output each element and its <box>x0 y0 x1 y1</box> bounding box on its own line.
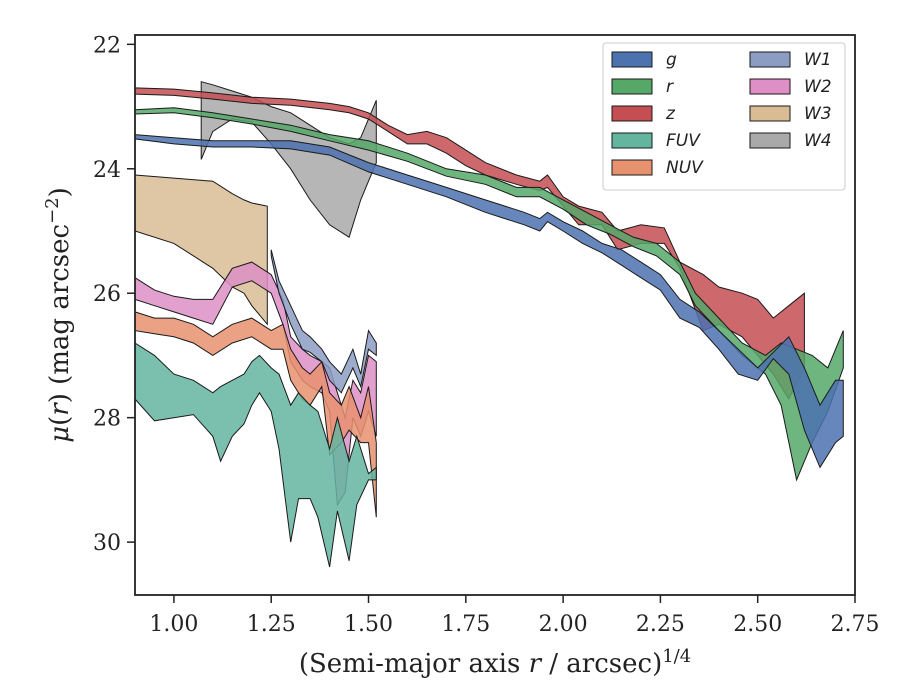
y-axis-label: μ(r) (mag arcsec−2) <box>42 187 75 443</box>
legend-swatch-w4 <box>749 132 791 149</box>
series-band-nuv <box>134 311 377 518</box>
series-layer <box>134 81 844 568</box>
legend-label-w1: W1 <box>804 50 832 70</box>
legend: grz FUV NUV W1 W2 W3 W4 <box>602 42 846 191</box>
x-tick-label: 1.50 <box>344 612 393 637</box>
y-tick-label: 30 <box>93 531 121 556</box>
y-tick-label: 24 <box>93 158 121 183</box>
legend-label-fuv: FUV <box>666 131 701 151</box>
y-tick-label: 22 <box>93 33 121 58</box>
legend-swatch-z <box>611 105 653 122</box>
series-band-r <box>134 107 844 482</box>
x-tick-label: 1.25 <box>247 612 296 637</box>
x-tick-label: 1.00 <box>149 612 198 637</box>
x-tick-label: 2.50 <box>733 612 782 637</box>
axis-ticks: 1.00 1.25 1.50 1.75 2.00 2.25 2.50 2.75 22 24 26 28… <box>93 33 879 637</box>
legend-label-w2: W2 <box>804 77 832 97</box>
legend-swatch-fuv <box>611 132 653 149</box>
series-band-w3 <box>134 174 268 326</box>
x-tick-label: 2.00 <box>539 612 588 637</box>
y-tick-label: 28 <box>93 407 121 432</box>
plot-frame <box>134 34 856 596</box>
y-tick-label: 26 <box>93 282 121 307</box>
series-band-w1 <box>270 249 377 394</box>
series-band-w2 <box>134 261 377 507</box>
legend-label-g: g <box>666 50 677 70</box>
legend-swatch-nuv <box>611 159 653 176</box>
x-tick-label: 2.25 <box>636 612 685 637</box>
legend-swatch-w3 <box>749 105 791 122</box>
legend-swatch-r <box>611 78 653 95</box>
series-band-g <box>134 134 844 469</box>
legend-swatch-w2 <box>749 78 791 95</box>
x-tick-label: 2.75 <box>831 612 880 637</box>
legend-label-nuv: NUV <box>666 158 704 178</box>
legend-swatch-g <box>611 51 653 68</box>
legend-swatch-w1 <box>749 51 791 68</box>
legend-label-w3: W3 <box>804 104 832 124</box>
x-axis-label: (Semi-major axis r / arcsec)1/4 <box>299 646 691 679</box>
legend-label-z: z <box>665 104 676 124</box>
x-tick-label: 1.75 <box>441 612 490 637</box>
series-band-fuv <box>134 342 377 568</box>
legend-label-w4: W4 <box>804 131 832 151</box>
legend-label-r: r <box>666 77 674 97</box>
